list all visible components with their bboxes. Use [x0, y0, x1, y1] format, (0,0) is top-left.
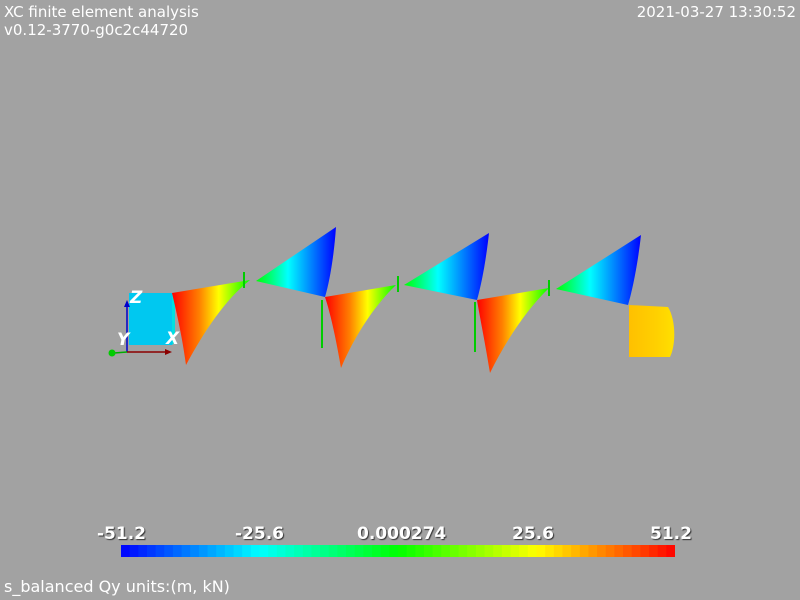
colorbar-segment — [562, 545, 572, 557]
colorbar-segment — [467, 545, 477, 557]
colorbar-segment — [346, 545, 356, 557]
colorbar-segment — [536, 545, 546, 557]
colorbar-segment — [588, 545, 598, 557]
colorbar-segment — [276, 545, 287, 557]
colorbar-segment — [181, 545, 191, 557]
colorbar-segment — [553, 545, 564, 557]
colorbar-segment — [268, 545, 278, 557]
colorbar-segment — [363, 545, 373, 557]
diagram-span-1 — [172, 227, 336, 365]
colorbar-segment — [432, 545, 442, 557]
colorbar-segment — [320, 545, 330, 557]
colorbar-segment — [458, 545, 468, 557]
colorbar-segment — [337, 545, 347, 557]
colorbar-segment — [406, 545, 416, 557]
colorbar-segment — [198, 545, 209, 557]
colorbar-segment — [631, 545, 641, 557]
colorbar-segment — [623, 545, 633, 557]
colorbar-segment — [597, 545, 607, 557]
colorbar-segment — [233, 545, 243, 557]
colorbar-segment — [475, 545, 486, 557]
legend-caption: s_balanced Qy units:(m, kN) — [4, 577, 230, 596]
app-title: XC finite element analysis — [4, 3, 199, 21]
colorbar — [121, 545, 675, 557]
colorbar-segment — [449, 545, 460, 557]
colorbar-segment — [510, 545, 520, 557]
colorbar-segment — [614, 545, 624, 557]
colorbar-segment — [372, 545, 382, 557]
colorbar-segment — [242, 545, 252, 557]
colorbar-segment — [441, 545, 451, 557]
colorbar-segment — [501, 545, 512, 557]
colorbar-segment — [579, 545, 590, 557]
diagram-span-3 — [474, 235, 641, 373]
colorbar-segment — [259, 545, 269, 557]
colorbar-segment — [302, 545, 313, 557]
colorbar-segment — [172, 545, 183, 557]
colorbar-segment — [155, 545, 165, 557]
colorbar-segment — [294, 545, 304, 557]
colorbar-segment — [527, 545, 538, 557]
colorbar-segment — [146, 545, 157, 557]
colorbar-segment — [129, 545, 139, 557]
colorbar-segment — [640, 545, 650, 557]
support-block — [129, 293, 175, 345]
colorbar-tick-label: 0.000274 — [357, 524, 447, 544]
colorbar-segment — [519, 545, 529, 557]
colorbar-segment — [389, 545, 399, 557]
colorbar-segment — [311, 545, 321, 557]
colorbar-segment — [545, 545, 555, 557]
colorbar-segment — [380, 545, 390, 557]
colorbar-segment — [657, 545, 667, 557]
colorbar-segment — [224, 545, 235, 557]
app-version: v0.12-3770-g0c2c44720 — [4, 21, 189, 39]
end-block — [629, 305, 675, 357]
colorbar-tick-label: -25.6 — [235, 524, 284, 544]
colorbar-segment — [423, 545, 434, 557]
axis-y-label: Y — [117, 330, 131, 350]
colorbar-segment — [285, 545, 295, 557]
colorbar-tick-label: 51.2 — [650, 524, 692, 544]
colorbar-segment — [605, 545, 616, 557]
colorbar-segment — [415, 545, 425, 557]
colorbar-segment — [250, 545, 261, 557]
colorbar-segment — [207, 545, 217, 557]
colorbar-segment — [190, 545, 200, 557]
colorbar-segment — [216, 545, 226, 557]
colorbar-tick-label: -51.2 — [97, 524, 146, 544]
colorbar-segment — [493, 545, 503, 557]
colorbar-tick-label: 25.6 — [512, 524, 554, 544]
axis-x-label: X — [165, 329, 180, 349]
timestamp: 2021-03-27 13:30:52 — [636, 3, 796, 21]
colorbar-segment — [571, 545, 581, 557]
colorbar-segment — [328, 545, 339, 557]
colorbar-segment — [666, 545, 675, 557]
diagram-span-2 — [321, 233, 489, 368]
colorbar-segment — [484, 545, 494, 557]
colorbar-segment — [121, 545, 131, 557]
colorbar-segment — [398, 545, 408, 557]
colorbar-segment — [649, 545, 659, 557]
colorbar-segment — [138, 545, 148, 557]
axis-z-label: Z — [129, 288, 143, 308]
colorbar-segment — [354, 545, 364, 557]
axes-triad: Z Y X — [108, 288, 180, 357]
colorbar-segment — [164, 545, 174, 557]
